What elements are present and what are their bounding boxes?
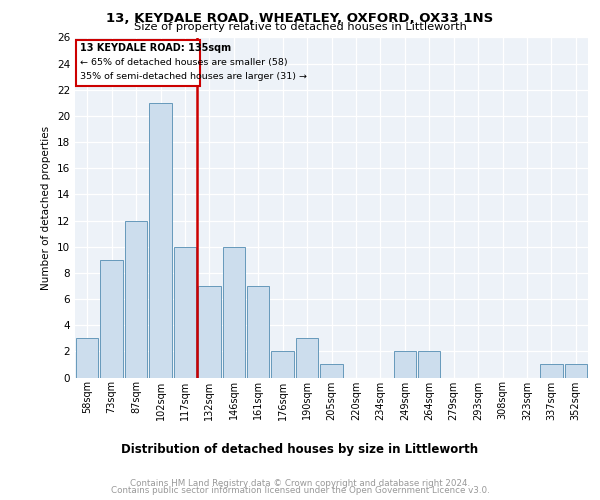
Bar xyxy=(247,286,269,378)
Bar xyxy=(565,364,587,378)
Bar xyxy=(149,103,172,378)
Bar xyxy=(394,352,416,378)
Text: Contains public sector information licensed under the Open Government Licence v3: Contains public sector information licen… xyxy=(110,486,490,495)
Text: ← 65% of detached houses are smaller (58): ← 65% of detached houses are smaller (58… xyxy=(80,58,287,67)
Bar xyxy=(125,220,148,378)
Text: 13 KEYDALE ROAD: 135sqm: 13 KEYDALE ROAD: 135sqm xyxy=(80,44,231,54)
Bar xyxy=(100,260,123,378)
Y-axis label: Number of detached properties: Number of detached properties xyxy=(41,126,52,290)
Text: Contains HM Land Registry data © Crown copyright and database right 2024.: Contains HM Land Registry data © Crown c… xyxy=(130,478,470,488)
Bar xyxy=(320,364,343,378)
Bar xyxy=(223,246,245,378)
Text: 13, KEYDALE ROAD, WHEATLEY, OXFORD, OX33 1NS: 13, KEYDALE ROAD, WHEATLEY, OXFORD, OX33… xyxy=(106,12,494,26)
Bar xyxy=(173,246,196,378)
Text: 35% of semi-detached houses are larger (31) →: 35% of semi-detached houses are larger (… xyxy=(80,72,307,81)
Bar xyxy=(540,364,563,378)
Bar xyxy=(296,338,319,378)
Bar xyxy=(418,352,440,378)
Bar xyxy=(76,40,200,86)
Bar xyxy=(198,286,221,378)
Bar xyxy=(76,338,98,378)
Text: Distribution of detached houses by size in Littleworth: Distribution of detached houses by size … xyxy=(121,442,479,456)
Bar xyxy=(271,352,294,378)
Text: Size of property relative to detached houses in Littleworth: Size of property relative to detached ho… xyxy=(134,22,466,32)
